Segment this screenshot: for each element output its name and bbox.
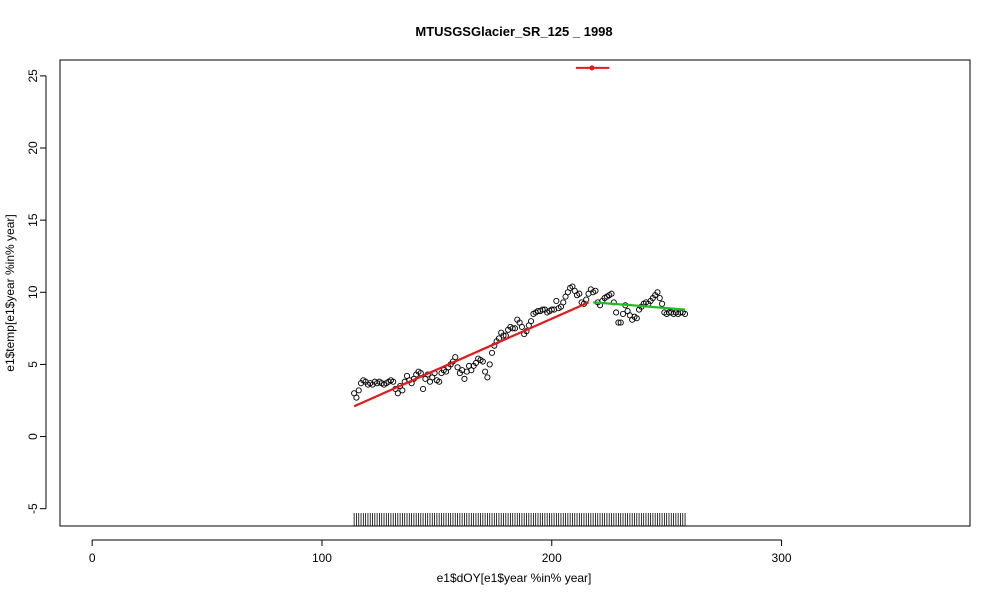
point <box>511 325 519 332</box>
point <box>608 290 615 297</box>
chart-title: MTUSGSGlacier_SR_125 _ 1998 <box>415 24 612 39</box>
trend-line <box>353 301 589 408</box>
point <box>500 332 507 339</box>
y-tick-label: 10 <box>26 285 40 299</box>
point <box>615 319 622 326</box>
point <box>461 375 468 382</box>
x-tick-label: 0 <box>89 551 96 565</box>
point <box>394 390 401 397</box>
point <box>355 387 362 394</box>
point <box>592 287 599 294</box>
point <box>548 306 555 313</box>
y-tick-label: 0 <box>26 433 40 440</box>
point <box>654 289 661 296</box>
point <box>484 374 491 381</box>
point <box>479 358 486 365</box>
point <box>617 319 624 326</box>
trend-line <box>593 301 686 311</box>
point <box>659 300 666 307</box>
point <box>509 325 516 332</box>
point <box>353 394 360 401</box>
point <box>576 290 583 297</box>
point <box>390 378 397 385</box>
point <box>613 309 620 316</box>
point <box>482 368 489 375</box>
point <box>452 354 459 361</box>
x-axis-label: e1$dOY[e1$year %in% year] <box>437 571 592 585</box>
y-tick-label: 25 <box>26 69 40 83</box>
x-tick-label: 200 <box>542 551 562 565</box>
point <box>488 349 496 356</box>
x-tick-label: 300 <box>772 551 792 565</box>
y-tick-label: 5 <box>26 361 40 368</box>
point <box>399 387 406 394</box>
point <box>583 296 590 303</box>
y-axis-label: e1$temp[e1$year %in% year] <box>3 214 17 371</box>
point <box>656 294 663 302</box>
point <box>553 297 560 304</box>
y-tick-label: -5 <box>26 503 40 514</box>
point <box>619 310 627 317</box>
point <box>420 385 427 392</box>
point <box>528 318 535 325</box>
point <box>436 378 443 385</box>
y-tick-label: 15 <box>26 213 40 227</box>
interval-point <box>589 65 595 71</box>
point <box>633 315 640 322</box>
point <box>560 299 567 306</box>
point <box>682 310 689 317</box>
point <box>454 364 461 371</box>
point <box>518 323 525 330</box>
point <box>486 361 493 368</box>
x-tick-label: 100 <box>312 551 332 565</box>
y-tick-label: 20 <box>26 141 40 155</box>
point <box>539 306 546 313</box>
